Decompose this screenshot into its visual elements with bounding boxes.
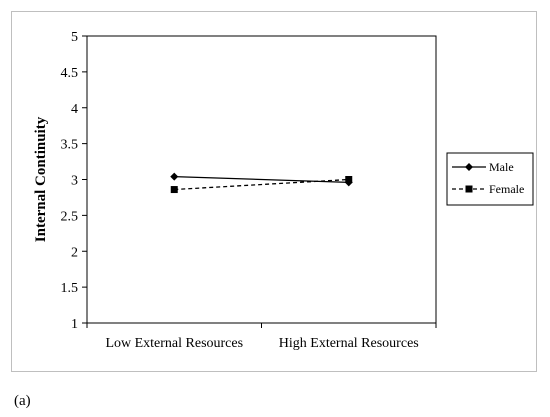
figure-caption: (a) bbox=[14, 393, 31, 409]
x-tick-label: Low External Resources bbox=[105, 336, 243, 351]
y-tick-label: 5 bbox=[71, 30, 78, 45]
series-female-point bbox=[345, 176, 353, 183]
y-tick-label: 3 bbox=[71, 174, 78, 189]
y-axis-ticks: 1 1.5 2 2.5 3 3.5 4 4.5 5 bbox=[61, 30, 87, 332]
series-female bbox=[170, 176, 353, 194]
series-female-line bbox=[174, 178, 349, 191]
series-male-point bbox=[170, 172, 179, 181]
x-tick-label: High External Resources bbox=[279, 336, 419, 351]
legend-item-female: Female bbox=[452, 182, 524, 196]
series-male-line bbox=[174, 175, 349, 184]
legend-marker-female bbox=[465, 185, 473, 193]
y-tick-label: 2 bbox=[71, 245, 78, 260]
legend-label-male: Male bbox=[489, 160, 514, 174]
x-axis-ticks: Low External Resources High External Reso… bbox=[86, 323, 437, 351]
y-tick-label: 4.5 bbox=[61, 66, 79, 81]
y-axis-label: Internal Continuity bbox=[33, 116, 49, 242]
series-layer bbox=[170, 172, 353, 194]
legend-marker-male bbox=[465, 163, 473, 171]
y-tick-label: 3.5 bbox=[61, 138, 79, 153]
y-tick-label: 1 bbox=[71, 317, 78, 332]
legend: Male Female bbox=[446, 152, 534, 206]
y-tick-label: 1.5 bbox=[61, 281, 79, 296]
series-female-point bbox=[170, 186, 178, 194]
legend-item-male: Male bbox=[452, 160, 514, 174]
y-tick-label: 4 bbox=[71, 102, 78, 117]
legend-box bbox=[446, 152, 534, 206]
legend-label-female: Female bbox=[489, 182, 524, 196]
y-tick-label: 2.5 bbox=[61, 209, 79, 224]
chart-frame bbox=[11, 11, 537, 372]
